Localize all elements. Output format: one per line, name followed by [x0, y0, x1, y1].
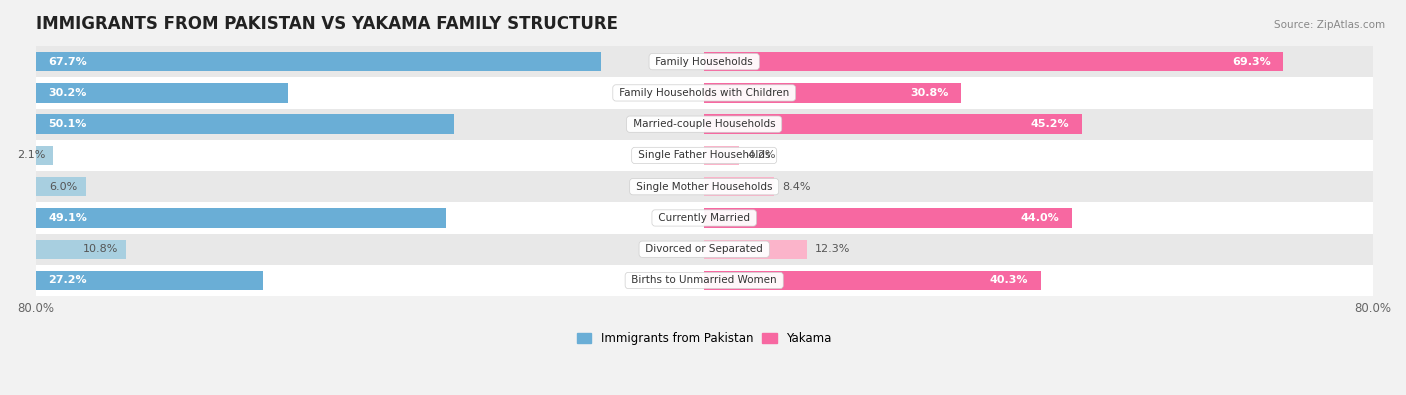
Bar — [37, 233, 1372, 265]
Bar — [37, 271, 263, 290]
Bar — [704, 239, 807, 259]
Bar — [37, 52, 602, 71]
Text: 4.2%: 4.2% — [748, 150, 776, 160]
Text: Single Father Households: Single Father Households — [636, 150, 773, 160]
Bar — [37, 146, 53, 165]
Text: 30.8%: 30.8% — [911, 88, 949, 98]
Text: 8.4%: 8.4% — [783, 182, 811, 192]
Bar — [704, 83, 962, 103]
Text: Currently Married: Currently Married — [655, 213, 754, 223]
Text: IMMIGRANTS FROM PAKISTAN VS YAKAMA FAMILY STRUCTURE: IMMIGRANTS FROM PAKISTAN VS YAKAMA FAMIL… — [37, 15, 617, 33]
Text: Single Mother Households: Single Mother Households — [633, 182, 776, 192]
Text: 69.3%: 69.3% — [1232, 56, 1271, 67]
Text: 6.0%: 6.0% — [49, 182, 77, 192]
Text: Births to Unmarried Women: Births to Unmarried Women — [628, 275, 780, 286]
Bar — [704, 52, 1284, 71]
Text: 2.1%: 2.1% — [17, 150, 45, 160]
Text: 27.2%: 27.2% — [48, 275, 87, 286]
Text: 10.8%: 10.8% — [83, 244, 118, 254]
Text: Married-couple Households: Married-couple Households — [630, 119, 779, 129]
Text: 50.1%: 50.1% — [48, 119, 87, 129]
Text: 30.2%: 30.2% — [48, 88, 87, 98]
Bar — [37, 239, 127, 259]
Bar — [37, 77, 1372, 109]
Bar — [704, 177, 775, 196]
Text: 44.0%: 44.0% — [1021, 213, 1059, 223]
Text: 40.3%: 40.3% — [990, 275, 1028, 286]
Bar — [37, 109, 1372, 140]
Bar — [37, 115, 454, 134]
Bar — [37, 171, 1372, 202]
Bar — [37, 208, 446, 228]
Bar — [37, 140, 1372, 171]
Bar — [704, 271, 1040, 290]
Text: Divorced or Separated: Divorced or Separated — [643, 244, 766, 254]
Text: Family Households: Family Households — [652, 56, 756, 67]
Bar — [704, 115, 1081, 134]
Text: 45.2%: 45.2% — [1031, 119, 1069, 129]
Text: 12.3%: 12.3% — [815, 244, 851, 254]
Text: Source: ZipAtlas.com: Source: ZipAtlas.com — [1274, 20, 1385, 30]
Bar — [37, 177, 86, 196]
Legend: Immigrants from Pakistan, Yakama: Immigrants from Pakistan, Yakama — [572, 327, 837, 350]
Bar — [37, 265, 1372, 296]
Text: 67.7%: 67.7% — [48, 56, 87, 67]
Bar — [704, 208, 1071, 228]
Bar — [37, 202, 1372, 233]
Text: Family Households with Children: Family Households with Children — [616, 88, 793, 98]
Bar — [704, 146, 740, 165]
Bar — [37, 83, 288, 103]
Text: 49.1%: 49.1% — [48, 213, 87, 223]
Bar — [37, 46, 1372, 77]
